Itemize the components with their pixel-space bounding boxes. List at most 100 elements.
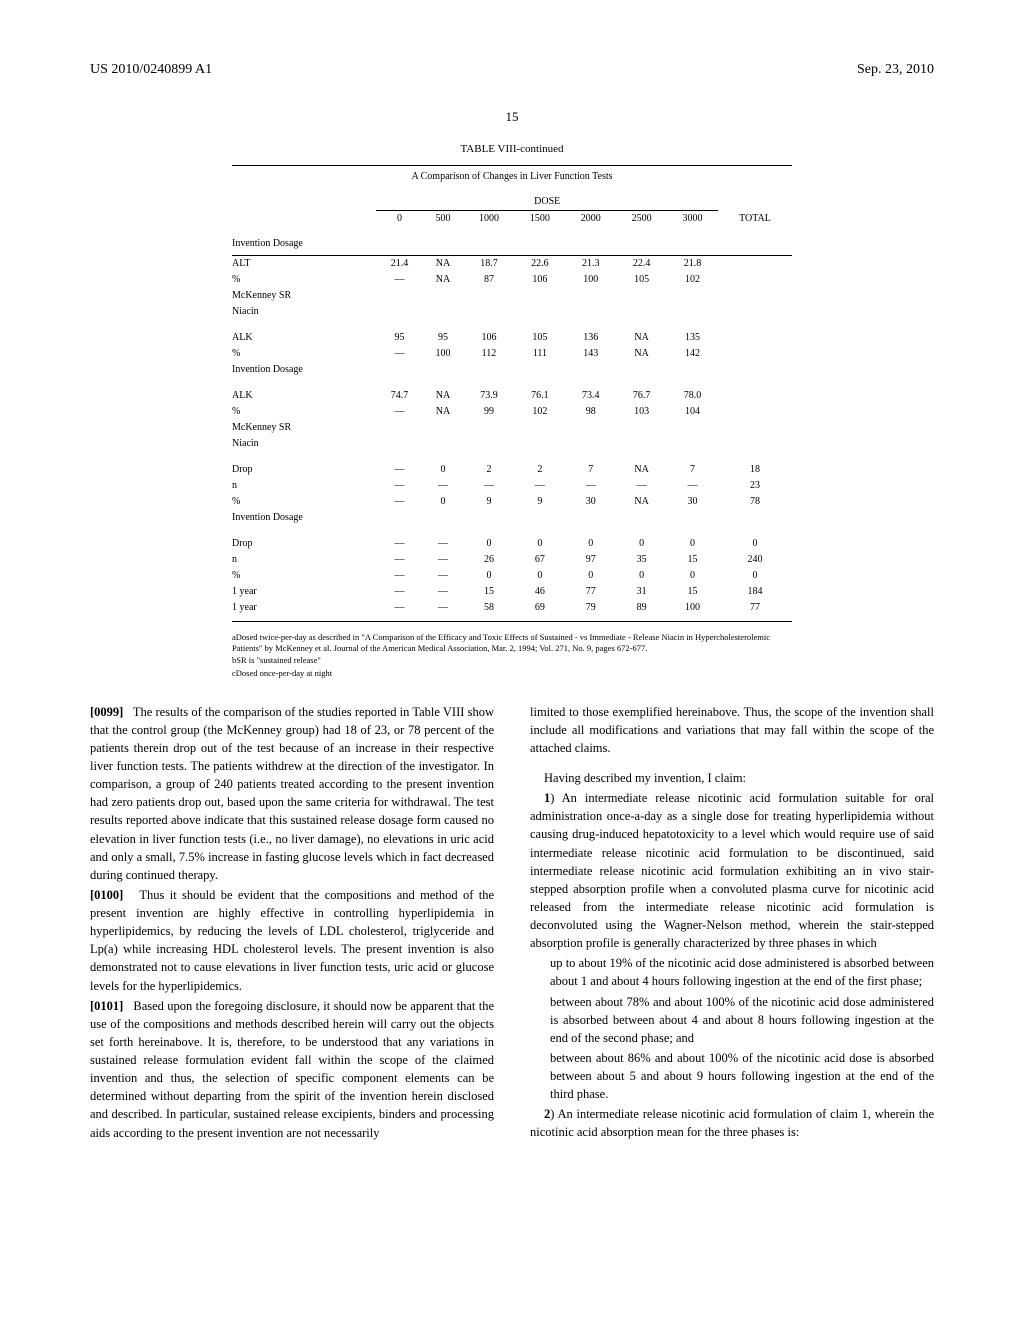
table-cell: — xyxy=(667,478,718,494)
table-cell: 58 xyxy=(464,600,515,616)
table-cell: Niacin xyxy=(232,436,376,452)
table-row: %—NA87106100105102 xyxy=(232,272,792,288)
table-cell xyxy=(422,362,463,378)
para-num-0100: [0100] xyxy=(90,888,123,902)
table-cell: 77 xyxy=(565,584,616,600)
table-cell xyxy=(422,304,463,320)
table-cell: 31 xyxy=(616,584,667,600)
table-cell xyxy=(422,288,463,304)
table-cell xyxy=(514,420,565,436)
table-cell xyxy=(376,288,422,304)
para-num-0101: [0101] xyxy=(90,999,123,1013)
table-cell: 18 xyxy=(718,462,792,478)
table-cell: % xyxy=(232,346,376,362)
section-invention: Invention Dosage xyxy=(232,227,376,256)
table-cell: 105 xyxy=(514,330,565,346)
footnote-b: bSR is "sustained release" xyxy=(232,655,792,666)
table-cell: 100 xyxy=(667,600,718,616)
table-row: n———————23 xyxy=(232,478,792,494)
table-cell xyxy=(422,510,463,526)
table-cell: — xyxy=(376,462,422,478)
table-cell xyxy=(667,420,718,436)
table-cell: NA xyxy=(616,346,667,362)
table-cell: 0 xyxy=(514,568,565,584)
right-column: limited to those exemplified hereinabove… xyxy=(530,703,934,1144)
claim-1: 1) An intermediate release nicotinic aci… xyxy=(530,789,934,952)
table-cell: 143 xyxy=(565,346,616,362)
table-cell: 0 xyxy=(514,536,565,552)
table-cell: — xyxy=(422,478,463,494)
table-cell: Invention Dosage xyxy=(232,362,376,378)
claim-intro: Having described my invention, I claim: xyxy=(530,769,934,787)
table-cell xyxy=(718,404,792,420)
table-cell: 0 xyxy=(667,568,718,584)
table-cell: — xyxy=(376,536,422,552)
table-cell xyxy=(514,288,565,304)
table-cell xyxy=(718,420,792,436)
table-cell: 21.3 xyxy=(565,256,616,273)
table-cell: 0 xyxy=(718,568,792,584)
table-row: Niacin xyxy=(232,436,792,452)
table-cell: 0 xyxy=(616,536,667,552)
table-cell: NA xyxy=(616,330,667,346)
table-cell xyxy=(667,362,718,378)
table-cell: 103 xyxy=(616,404,667,420)
table-cell: NA xyxy=(422,256,463,273)
table-cell: 106 xyxy=(464,330,515,346)
table-cell: ALT xyxy=(232,256,376,273)
table-cell: 95 xyxy=(422,330,463,346)
table-cell: Drop xyxy=(232,536,376,552)
table-cell: 26 xyxy=(464,552,515,568)
table-cell xyxy=(422,436,463,452)
col-h-0 xyxy=(232,211,376,228)
table-cell: — xyxy=(565,478,616,494)
table-cell: 73.9 xyxy=(464,388,515,404)
table-cell: 73.4 xyxy=(565,388,616,404)
table-cell xyxy=(514,304,565,320)
table-cell xyxy=(667,288,718,304)
table-cell xyxy=(376,304,422,320)
table-cell: 77 xyxy=(718,600,792,616)
table-body: ALT21.4NA18.722.621.322.421.8%—NA8710610… xyxy=(232,256,792,622)
table-cell: ALK xyxy=(232,330,376,346)
table-cell: McKenney SR xyxy=(232,420,376,436)
claim-1-b: between about 78% and about 100% of the … xyxy=(530,993,934,1047)
table-cell: 67 xyxy=(514,552,565,568)
table-cell: — xyxy=(376,552,422,568)
table-cell: 240 xyxy=(718,552,792,568)
table-cell: 142 xyxy=(667,346,718,362)
table-cell: 97 xyxy=(565,552,616,568)
table-cell: NA xyxy=(422,404,463,420)
table-cell: 2 xyxy=(464,462,515,478)
table-row: ALK74.7NA73.976.173.476.778.0 xyxy=(232,388,792,404)
table-row: %—NA9910298103104 xyxy=(232,404,792,420)
table-cell: 30 xyxy=(667,494,718,510)
table-cell: ALK xyxy=(232,388,376,404)
table-cell xyxy=(565,288,616,304)
table-cell: 74.7 xyxy=(376,388,422,404)
table-cell xyxy=(514,510,565,526)
table-cell xyxy=(464,420,515,436)
table-cell: — xyxy=(376,346,422,362)
table-cell xyxy=(422,420,463,436)
table-row: Invention Dosage xyxy=(232,362,792,378)
table-cell: 79 xyxy=(565,600,616,616)
table-cell xyxy=(616,304,667,320)
table-cell: n xyxy=(232,552,376,568)
claim-2: 2) An intermediate release nicotinic aci… xyxy=(530,1105,934,1141)
claim-1-c: between about 86% and about 100% of the … xyxy=(530,1049,934,1103)
table-cell: — xyxy=(464,478,515,494)
table-row: McKenney SR xyxy=(232,288,792,304)
table-cell: 0 xyxy=(422,494,463,510)
table-cell: 136 xyxy=(565,330,616,346)
table-cell: 0 xyxy=(464,568,515,584)
table-cell xyxy=(464,510,515,526)
table-title: TABLE VIII-continued xyxy=(232,142,792,157)
claim-1-a: up to about 19% of the nicotinic acid do… xyxy=(530,954,934,990)
col-h-6: 2500 xyxy=(616,211,667,228)
table-cell: % xyxy=(232,494,376,510)
table-cell: 0 xyxy=(667,536,718,552)
patent-header: US 2010/0240899 A1 Sep. 23, 2010 xyxy=(90,60,934,80)
table-cell xyxy=(565,304,616,320)
table-cell: 135 xyxy=(667,330,718,346)
